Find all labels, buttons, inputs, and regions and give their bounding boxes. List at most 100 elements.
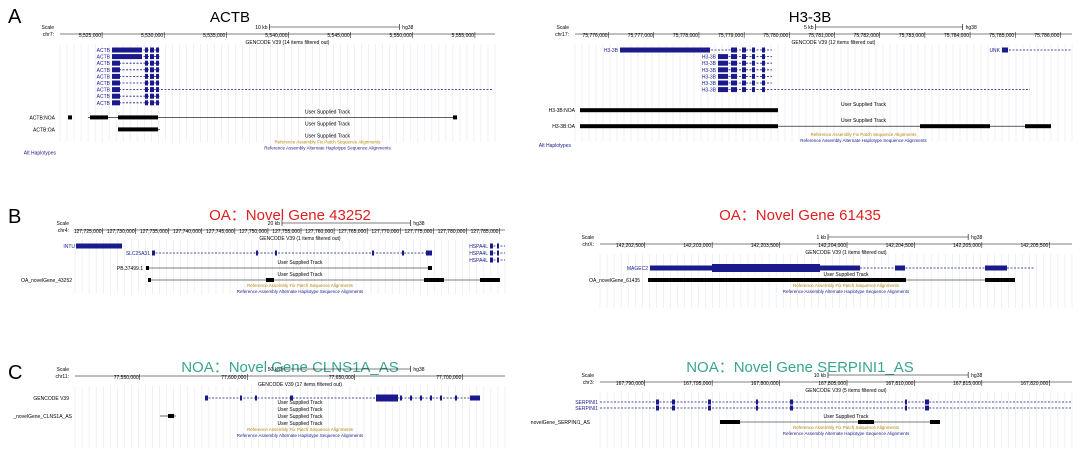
gene-h33b-exon — [718, 80, 728, 86]
panel-label-a: A — [8, 6, 22, 28]
scale-bar-label: 20 kb — [268, 221, 280, 227]
gene-actb-exon — [150, 54, 154, 60]
gencode-label: GENCODE V39 (12 items filtered out) — [792, 40, 876, 46]
gene-clns1a-region-exon — [400, 395, 402, 401]
gene-actb-exon — [156, 54, 159, 60]
gene-label: ACTB — [97, 61, 111, 67]
chrom-label: chr4: — [58, 228, 69, 234]
user-track-name: _novelGene_CLNS1A_AS — [12, 414, 72, 420]
gene-clns1a-region-exon — [205, 395, 208, 401]
tick-label: 75,778,000 — [673, 33, 698, 39]
gene-h33b-exon — [752, 67, 755, 73]
tick-label: 5,545,000 — [327, 33, 349, 39]
user-track-block — [858, 420, 874, 424]
gene-label: ACTB — [97, 88, 111, 94]
alt-haplotype-label: Reference Assembly Alternate Haplotype S… — [800, 138, 927, 143]
user-track-block — [90, 115, 108, 120]
gene-h33b-exon — [752, 87, 755, 93]
tick-label: 127,735,000 — [140, 229, 168, 235]
tick-label: 5,535,000 — [203, 33, 225, 39]
gene-clns1a-region-exon — [290, 395, 293, 401]
gene-actb-exon — [150, 47, 154, 53]
scale-label: Scale — [41, 25, 54, 31]
ps-label: PB.37499.1 — [117, 266, 143, 272]
gene-h33b-exon — [752, 80, 755, 86]
alt-haplotype-label: Reference Assembly Alternate Haplotype S… — [783, 431, 910, 436]
gene-h33b-exon — [742, 73, 746, 79]
tick-label: 5,530,000 — [141, 33, 163, 39]
gene-h33b-exon — [752, 73, 755, 79]
chrom-label: chr11: — [55, 374, 69, 380]
gencode-label: GENCODE V39 (1 items filtered out) — [805, 250, 886, 256]
gene-actb-exon — [145, 87, 148, 93]
gene-actb-exon — [112, 60, 120, 66]
scale-label: Scale — [56, 367, 69, 373]
track-title: OA：Novel Gene 43252 — [209, 207, 371, 224]
alt-haplotype-label: Reference Assembly Alternate Haplotype S… — [783, 289, 910, 294]
user-track-block — [920, 124, 990, 129]
gene-actb-exon — [145, 80, 148, 86]
assembly-label: hg38 — [971, 235, 982, 241]
gene-actb-exon — [150, 60, 154, 66]
tick-label: 167,810,000 — [886, 381, 914, 387]
gene-clns1a-region-exon — [255, 395, 257, 401]
tick-label: 142,204,500 — [886, 243, 914, 249]
gene-actb-exon — [112, 67, 120, 73]
scale-bar-label: 10 kb — [255, 25, 267, 31]
gene-magec2-exon — [820, 265, 860, 271]
gene-h33b-exon — [762, 47, 765, 53]
tick-label: 5,550,000 — [390, 33, 412, 39]
user-track-block — [1025, 124, 1051, 129]
gene-h33b-exon — [731, 73, 737, 79]
tick-label: 127,740,000 — [173, 229, 201, 235]
gene-h33b-exon — [762, 73, 765, 79]
gene-h33b-exon — [718, 67, 728, 73]
scale-label: Scale — [581, 235, 594, 241]
chrom-label: chr7: — [43, 32, 54, 38]
gene-actb-exon — [112, 87, 120, 93]
gene-intu-exon — [76, 243, 122, 249]
tick-label: 75,783,000 — [899, 33, 924, 39]
user-track-label: User Supplied Track — [823, 414, 869, 420]
user-track-label: User Supplied Track — [841, 118, 887, 124]
user-track-block — [68, 115, 72, 120]
user-track-name: ACTB:OA — [33, 127, 56, 133]
scale-label: Scale — [556, 25, 569, 31]
gene-h33b-exon — [762, 67, 765, 73]
tick-label: 127,765,000 — [338, 229, 366, 235]
user-track-block — [580, 124, 778, 129]
gene-serpini1-exon — [708, 399, 711, 405]
gene-serpini1-exon — [708, 405, 711, 411]
gene-label: MAGEC2 — [627, 266, 648, 272]
gene-label: ACTB — [97, 68, 111, 74]
user-track-label: User Supplied Track — [277, 421, 323, 427]
gene-h33b-exon — [731, 87, 737, 93]
gene-label: HSPA4L — [469, 244, 488, 250]
gencode-label: GENCODE V39 (1 items filtered out) — [259, 236, 340, 242]
gene-label: SLC25A31 — [126, 251, 150, 257]
tick-label: 142,203,500 — [751, 243, 779, 249]
tick-label: 127,730,000 — [107, 229, 135, 235]
track-title: NOA：Novel Gene SERPINI1_AS — [686, 359, 914, 376]
user-track-block — [480, 278, 500, 282]
gencode-label: GENCODE V39 (17 items filtered out) — [258, 382, 342, 388]
gene-serpini1-exon — [656, 405, 659, 411]
chrom-label: chr3: — [583, 380, 594, 386]
gencode-label: GENCODE V39 (5 items filtered out) — [805, 388, 886, 394]
gene-slc25a31-exon — [152, 250, 155, 256]
gene-hspa4l-exon — [497, 243, 499, 249]
alt-haplotype-label: Reference Assembly Alternate Haplotype S… — [264, 145, 391, 150]
gene-magec2-exon — [985, 265, 1007, 271]
gene-serpini1-exon — [756, 399, 758, 405]
gene-h33b-exon — [718, 73, 728, 79]
tick-label: 167,795,000 — [683, 381, 711, 387]
user-track-label: User Supplied Track — [305, 109, 351, 115]
user-track-label: User Supplied Track — [277, 260, 323, 266]
alt-haplotypes-row-label: Alt Haplotypes — [24, 150, 57, 156]
tick-label: 127,785,000 — [471, 229, 499, 235]
assembly-label: hg38 — [402, 25, 413, 31]
